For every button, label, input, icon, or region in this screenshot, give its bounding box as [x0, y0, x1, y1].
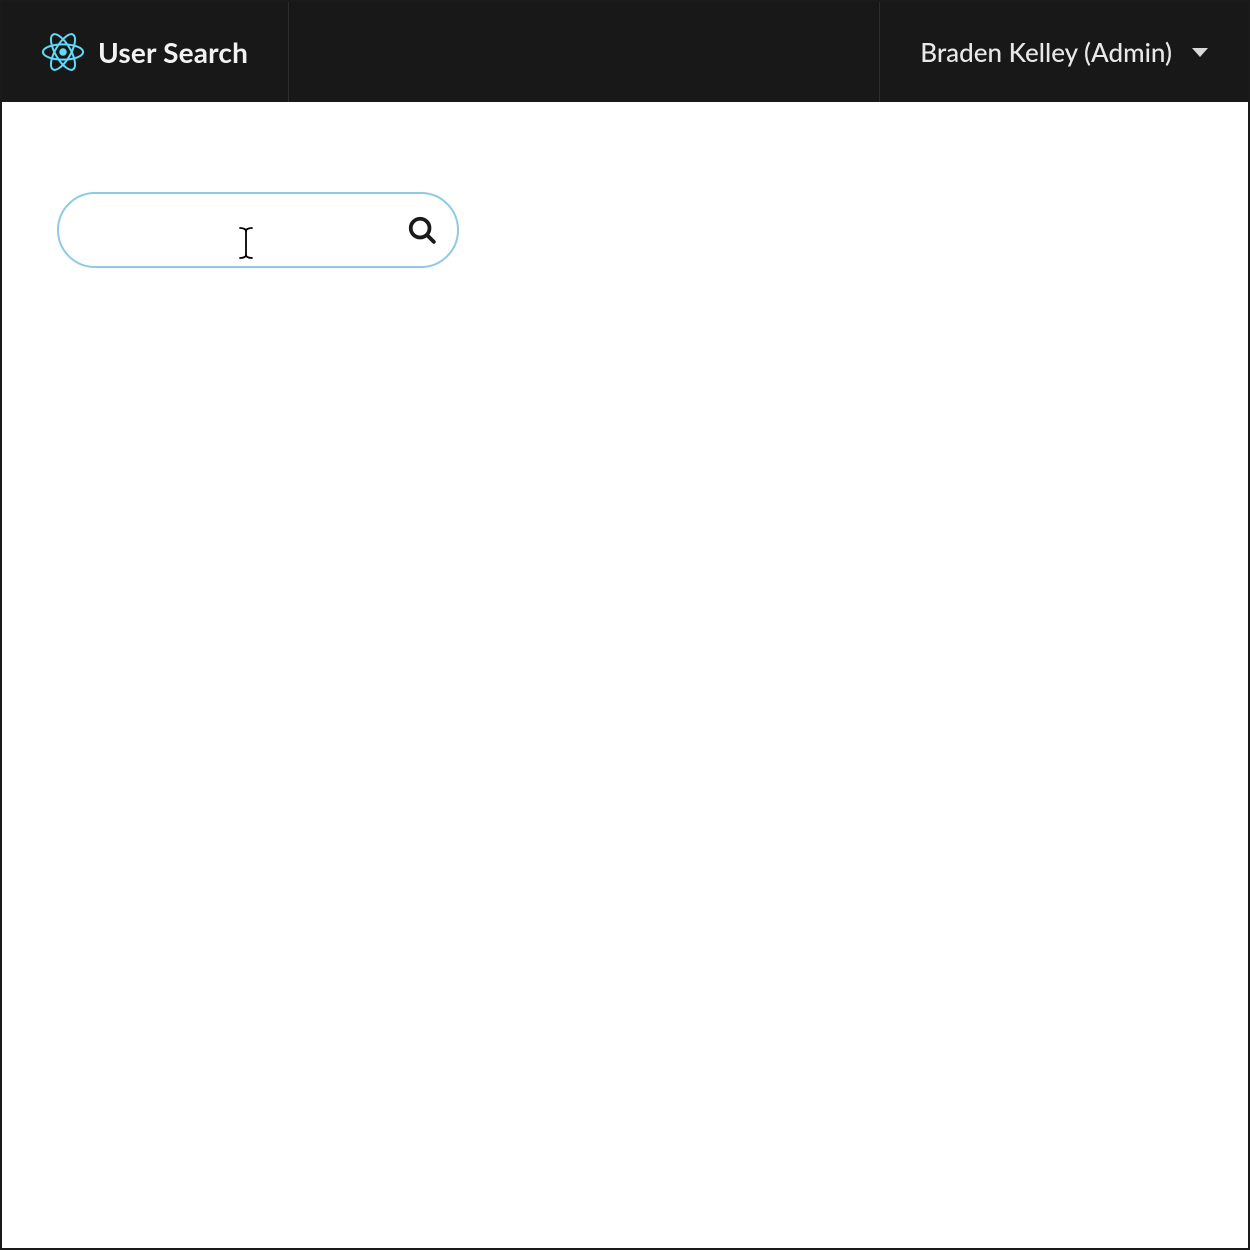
navbar: User Search Braden Kelley (Admin) — [2, 2, 1248, 102]
app-frame: User Search Braden Kelley (Admin) — [0, 0, 1250, 1250]
user-menu-label: Braden Kelley (Admin) — [920, 36, 1172, 68]
search-field-wrap — [57, 192, 459, 268]
react-logo-icon — [42, 31, 84, 73]
user-menu[interactable]: Braden Kelley (Admin) — [879, 2, 1208, 102]
search-input[interactable] — [57, 192, 459, 268]
brand[interactable]: User Search — [42, 2, 289, 102]
main-content — [2, 102, 1248, 358]
chevron-down-icon — [1192, 48, 1208, 57]
search-icon — [407, 215, 437, 245]
app-title: User Search — [98, 35, 248, 69]
search-button[interactable] — [407, 215, 437, 245]
